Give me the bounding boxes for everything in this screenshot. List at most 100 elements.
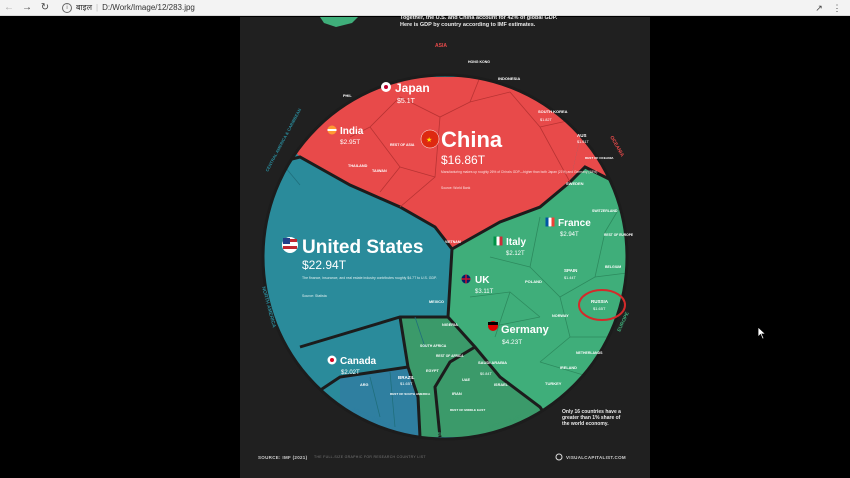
- switzerland-name: SWITZERLAND: [592, 209, 618, 213]
- egypt-name: EGYPT: [426, 369, 440, 373]
- italy-flag-red: [499, 236, 503, 246]
- vietnam-name: VIETNAM: [445, 240, 461, 244]
- germany-value: $4.23T: [502, 339, 522, 346]
- japan-flag-dot: [384, 85, 388, 89]
- share-icon: ↗: [815, 2, 823, 13]
- brazil-value: $1.65T: [400, 381, 413, 386]
- reload-button[interactable]: ↻: [36, 0, 54, 16]
- rest-africa-label: REST OF AFRICA: [436, 354, 464, 358]
- canada-cell: [300, 317, 408, 397]
- iran-name: IRAN: [452, 391, 462, 396]
- uae-name: UAE: [462, 378, 470, 382]
- us-source: Source: Statista: [302, 294, 327, 298]
- rest-south-america-label: REST OF SOUTH AMERICA: [390, 392, 431, 396]
- canada-value: $2.02T: [341, 370, 360, 376]
- israel-name: ISRAEL: [494, 383, 509, 387]
- china-value: $16.86T: [441, 153, 486, 167]
- rest-asia-label: REST OF ASIA: [390, 143, 415, 147]
- address-bar[interactable]: i बाइल | D:/Work/Image/12/283.jpg: [62, 2, 195, 14]
- us-flag-canton: [283, 238, 290, 244]
- region-label-africa: AFRICA: [429, 432, 448, 438]
- korea-value: $1.82T: [540, 118, 553, 122]
- poster-heading: Together, the U.S. and China account for…: [400, 15, 600, 29]
- saudi-value: $0.84T: [480, 372, 493, 376]
- share-button[interactable]: ↗: [810, 0, 828, 16]
- footnote-line-3: the world economy.: [562, 421, 609, 427]
- thailand-name: THAILAND: [348, 164, 368, 168]
- more-icon: ⋮: [832, 2, 842, 13]
- footnote-line-1: Only 16 countries have a: [562, 409, 621, 415]
- middle-east-cell: [435, 347, 560, 437]
- spain-name: SPAIN: [564, 268, 577, 273]
- france-flag-blue: [545, 217, 549, 227]
- japan-value: $5.1T: [397, 98, 416, 105]
- viewer-toolbar: ← → ↻ i बाइल | D:/Work/Image/12/283.jpg …: [0, 0, 850, 16]
- reload-icon: ↻: [40, 2, 50, 13]
- russia-name: RUSSIA: [591, 299, 609, 304]
- turkey-name: TURKEY: [545, 381, 562, 386]
- china-flag-icon: [420, 129, 440, 149]
- forward-button[interactable]: →: [18, 0, 36, 16]
- germany-flag-band: [488, 322, 498, 325]
- us-flag-stripe-2: [283, 246, 297, 249]
- china-source: Source: World Bank: [441, 186, 471, 190]
- india-value: $2.95T: [340, 139, 360, 146]
- italy-flag-green: [493, 236, 497, 246]
- gdp-voronoi-graphic: ★ United States $22.94T The finance, ins…: [260, 17, 634, 461]
- spain-value: $1.44T: [564, 276, 577, 280]
- region-label-asia: ASIA: [435, 43, 447, 49]
- region-label-oceania: OCEANIA: [608, 135, 625, 158]
- belgium-name: BELGIUM: [605, 265, 621, 269]
- file-label: बाइल: [76, 3, 92, 12]
- netherlands-name: NETHERLANDS: [576, 351, 603, 355]
- address-separator: |: [96, 3, 99, 12]
- poster-brand: VISUALCAPITALIST.COM: [566, 455, 626, 460]
- indonesia-name: INDONESIA: [498, 76, 520, 81]
- rest-middle-east-label: REST OF MIDDLE EAST: [450, 408, 485, 412]
- poland-name: POLAND: [525, 279, 542, 284]
- norway-name: NORWAY: [552, 314, 569, 318]
- south-africa-name: SOUTH AFRICA: [420, 344, 447, 348]
- russia-value: $1.65T: [593, 306, 606, 311]
- canada-flag-leaf: [330, 358, 334, 362]
- saudi-name: SAUDI ARABIA: [478, 360, 507, 365]
- more-button[interactable]: ⋮: [828, 0, 846, 16]
- info-icon: i: [62, 2, 72, 13]
- image-viewer: Together, the U.S. and China account for…: [0, 15, 850, 478]
- poster-footnote: Only 16 countries have a greater than 1%…: [562, 409, 632, 427]
- india-flag-band: [327, 129, 337, 131]
- arrow-right-icon: →: [22, 2, 32, 13]
- canada-name: Canada: [340, 356, 377, 367]
- italy-value: $2.12T: [506, 251, 525, 257]
- aus-value: $1.61T: [577, 140, 590, 144]
- sweden-name: SWEDEN: [566, 181, 584, 186]
- ireland-name: IRELAND: [560, 366, 577, 370]
- circle-cells: [264, 76, 626, 438]
- taiwan-name: TAIWAN: [372, 169, 387, 173]
- rest-europe-label: REST OF EUROPE: [604, 233, 634, 237]
- japan-name: Japan: [395, 81, 430, 95]
- map-fragment: [320, 17, 358, 27]
- france-value: $2.94T: [560, 232, 579, 238]
- china-note: Manufacturing makes up roughly 26% of Ch…: [441, 170, 598, 174]
- back-button[interactable]: ←: [0, 0, 18, 16]
- uk-flag-cross: [461, 274, 471, 284]
- argentina-name: ARG: [360, 383, 368, 387]
- china-name: China: [441, 127, 503, 152]
- nigeria-name: NIGERIA: [442, 323, 458, 327]
- uk-name: UK: [475, 275, 490, 286]
- asia-cell: [280, 77, 585, 249]
- germany-name: Germany: [501, 324, 550, 336]
- footnote-line-2: greater than 1% share of: [562, 415, 621, 421]
- rest-oceania-label: REST OF OCEANIA: [585, 156, 614, 160]
- poster-source-note: THE FULL-SIZE GRAPHIC FOR RESEARCH COUNT…: [314, 455, 426, 459]
- russia-highlight-circle: [578, 289, 626, 321]
- china-flag-star: ★: [426, 136, 432, 144]
- us-name: United States: [302, 237, 423, 258]
- us-note: The finance, insurance, and real estate …: [302, 276, 437, 280]
- gdp-poster: Together, the U.S. and China account for…: [240, 15, 650, 478]
- philippines-name: PHIL: [343, 94, 352, 98]
- india-name: India: [340, 126, 364, 137]
- toolbar-right: ↗ ⋮: [810, 0, 846, 16]
- mouse-cursor-icon: [757, 326, 767, 340]
